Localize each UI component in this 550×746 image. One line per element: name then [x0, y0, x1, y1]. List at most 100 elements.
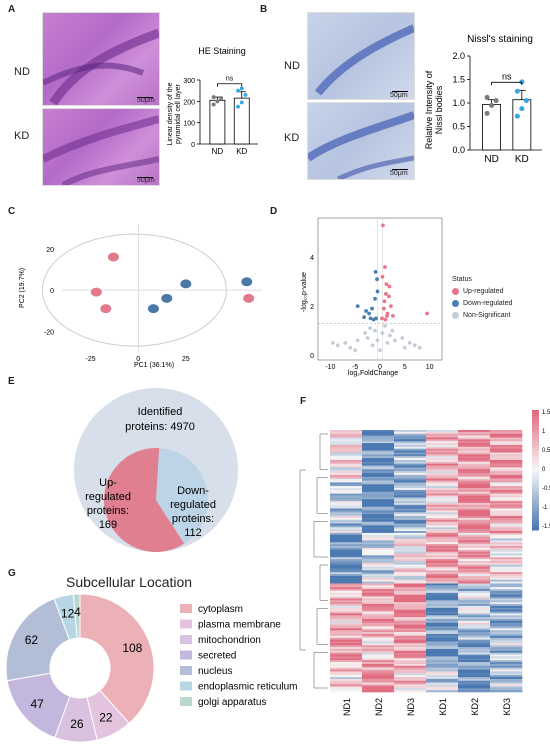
heatmap-cell	[490, 684, 523, 687]
heatmap-cell	[330, 480, 363, 483]
x-tick-label: -10	[325, 364, 335, 371]
heatmap-cell	[330, 497, 363, 500]
heatmap-cell	[362, 557, 395, 560]
heatmap-cell	[490, 598, 523, 601]
data-point	[514, 88, 520, 94]
heatmap-cell	[490, 611, 523, 614]
heatmap-cell	[458, 662, 491, 665]
heatmap-cell	[458, 630, 491, 633]
heatmap-cell	[490, 652, 523, 655]
heatmap-cell	[426, 557, 459, 560]
heatmap-cell	[362, 682, 395, 685]
column-label: ND1	[342, 698, 352, 716]
heatmap-cell	[490, 667, 523, 670]
heatmap-cell	[330, 645, 363, 648]
heatmap-cell	[458, 480, 491, 483]
color-scale-segment	[532, 510, 539, 513]
heatmap-cell	[426, 626, 459, 629]
heatmap-cell	[394, 574, 427, 577]
heatmap-cell	[330, 583, 363, 586]
heatmap-cell	[426, 637, 459, 640]
heatmap-cell	[394, 643, 427, 646]
color-scale-segment	[532, 474, 539, 477]
color-scale-segment	[532, 434, 539, 437]
heatmap-cell	[490, 564, 523, 567]
heatmap-cell	[458, 590, 491, 594]
panel-a-row-kd: KD	[14, 130, 30, 142]
heatmap-cell	[362, 506, 395, 509]
volcano-point-up-regulated	[380, 274, 385, 279]
pca-point-kd	[161, 293, 173, 303]
heatmap-cell	[394, 641, 427, 644]
heatmap-cell	[458, 643, 491, 646]
heatmap-cell	[394, 516, 427, 519]
x-tick-label: -25	[86, 356, 96, 363]
heatmap-cell	[330, 665, 363, 668]
heatmap-cell	[490, 521, 523, 524]
heatmap-cell	[362, 497, 395, 500]
heatmap-cell	[426, 435, 459, 438]
heatmap-cell	[330, 553, 363, 556]
heatmap-cell	[330, 626, 363, 629]
heatmap-cell	[330, 502, 363, 506]
heatmap-cell	[490, 532, 523, 536]
heatmap-cell	[458, 641, 491, 644]
heatmap-cell	[426, 602, 459, 605]
heatmap-cell	[362, 667, 395, 670]
heatmap-cell	[394, 667, 427, 670]
heatmap-cell	[426, 600, 459, 603]
heatmap-cell	[426, 529, 459, 532]
heatmap-cell	[426, 547, 459, 551]
heatmap-cell	[458, 536, 491, 539]
heatmap-cell	[394, 570, 427, 573]
heatmap-cell	[426, 431, 459, 435]
heatmap-cell	[458, 488, 491, 491]
volcano-point-down-regulated	[362, 315, 367, 320]
heatmap-cell	[362, 523, 395, 526]
heatmap-cell	[330, 559, 363, 562]
heatmap-cell	[458, 658, 491, 661]
heatmap-cell	[394, 519, 427, 522]
heatmap-cell	[490, 452, 523, 455]
heatmap-cell	[330, 622, 363, 625]
volcano-point-up-regulated	[380, 316, 384, 321]
panel-c-label: C	[8, 206, 16, 217]
heatmap-cell	[330, 495, 363, 498]
heatmap-cell	[362, 581, 395, 584]
heatmap-cell	[362, 489, 395, 493]
heatmap-cell	[362, 575, 395, 579]
heatmap-cell	[394, 463, 427, 466]
heatmap-cell	[490, 650, 523, 653]
heatmap-cell	[330, 607, 363, 610]
heatmap-cell	[458, 435, 491, 438]
heatmap-cell	[458, 459, 491, 463]
heatmap-cell	[394, 562, 427, 566]
heatmap-cell	[362, 431, 395, 435]
heatmap-cell	[458, 473, 491, 476]
heatmap-cell	[330, 478, 363, 481]
scale-bar	[137, 177, 153, 178]
heatmap-cell	[394, 585, 427, 588]
heatmap-cell	[394, 579, 427, 582]
heatmap-cell	[362, 589, 395, 592]
heatmap-cell	[426, 648, 459, 652]
chart-ylabel-2: pyramidal cell layer	[175, 83, 182, 144]
heatmap-cell	[394, 549, 427, 552]
heatmap-cell	[458, 493, 491, 496]
heatmap-cell	[362, 488, 395, 491]
heatmap-cell	[394, 553, 427, 556]
color-scale-segment	[532, 514, 539, 517]
heatmap-cell	[362, 502, 395, 506]
dendrogram-branch	[319, 564, 328, 601]
heatmap-cell	[426, 546, 459, 549]
heatmap-cell	[330, 459, 363, 463]
heatmap-cell	[426, 572, 459, 575]
heatmap-cell	[426, 605, 459, 609]
heatmap-cell	[330, 521, 363, 524]
heatmap-cell	[394, 598, 427, 601]
panel-b-label: B	[260, 4, 268, 15]
heatmap-cell	[426, 577, 459, 581]
heatmap-cell	[394, 482, 427, 485]
volcano-point-non-significant	[385, 340, 390, 345]
heatmap-cell	[394, 488, 427, 491]
